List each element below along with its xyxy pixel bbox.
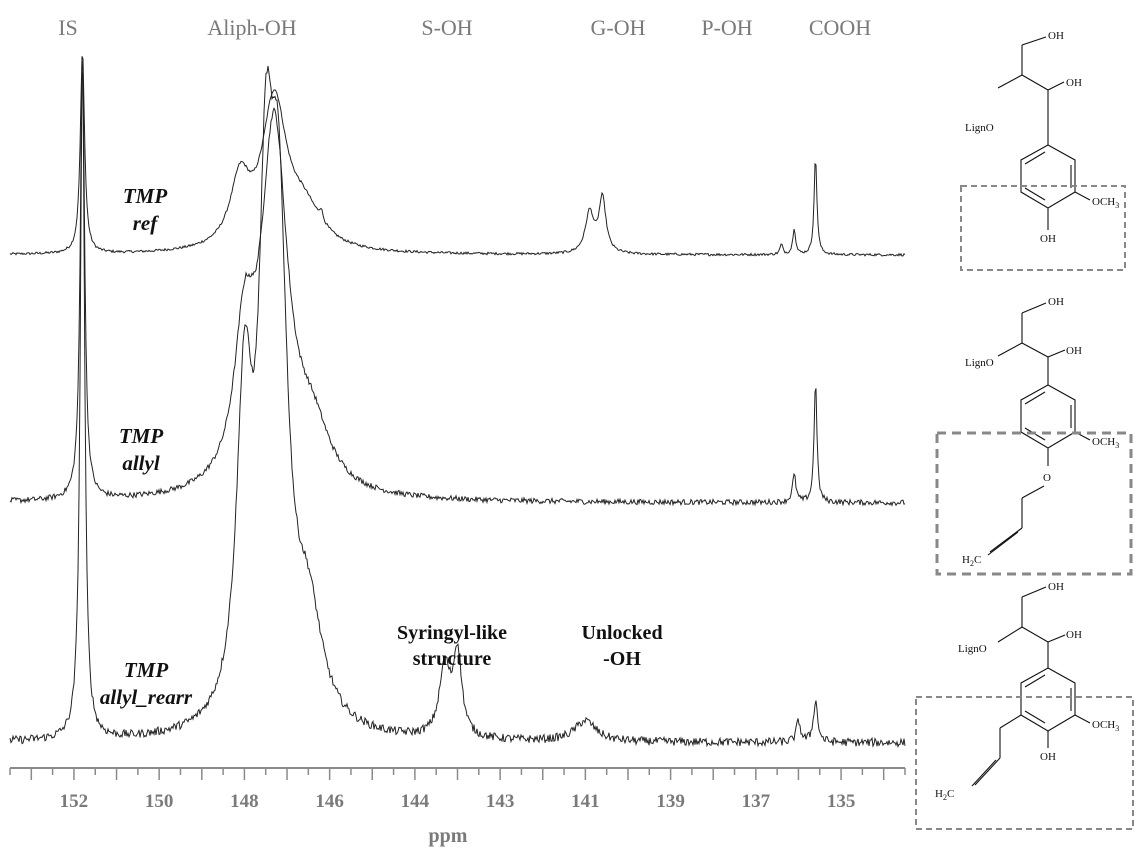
allyl-oh-mid: OH	[1066, 345, 1082, 357]
rearr-ligno: LignO	[958, 643, 987, 655]
spectrum-line-0	[9, 56, 906, 257]
region-label-is: IS	[58, 15, 78, 40]
ref-oh-ring: OH	[1040, 233, 1056, 245]
structure-ref: OH OH LignO OCH3 OH	[960, 30, 1126, 271]
allyl-o-ring: O	[1043, 472, 1051, 484]
x-axis-title: ppm	[429, 825, 468, 847]
rearr-och3-sub: 3	[1115, 724, 1119, 733]
allyl-h2c: H	[962, 554, 970, 566]
allyl-ligno: LignO	[965, 357, 994, 369]
x-axis-tick-label: 150	[145, 791, 174, 812]
x-axis-tick-label: 148	[230, 791, 259, 812]
x-axis-tick-label: 143	[486, 791, 515, 812]
region-label-aliph-oh: Aliph-OH	[207, 15, 296, 40]
x-axis-tick-label: 141	[571, 791, 600, 812]
ref-ligno: LignO	[965, 122, 994, 134]
x-axis-ticks: 152 150 148 146 144 143 141 139 137 135	[9, 768, 906, 812]
ref-oh-mid: OH	[1066, 77, 1082, 89]
sample-label-allyl-line1: TMP	[119, 424, 164, 448]
rearr-och3: OCH	[1092, 719, 1115, 731]
allyl-och3: OCH	[1092, 436, 1115, 448]
x-axis-tick-label: 144	[401, 791, 430, 812]
ref-highlight-box	[960, 185, 1126, 271]
svg-text:OCH3: OCH3	[1092, 436, 1119, 450]
annotation-unlocked-line2: -OH	[603, 648, 641, 670]
rearr-oh-mid: OH	[1066, 629, 1082, 641]
rearr-h2c-c: C	[947, 788, 954, 800]
rearr-h2c: H	[935, 788, 943, 800]
ref-och3-sub: 3	[1115, 201, 1119, 210]
allyl-oh-top: OH	[1048, 296, 1064, 308]
ref-och3: OCH	[1092, 196, 1115, 208]
svg-text:H2C: H2C	[935, 788, 954, 802]
x-axis-tick-label: 139	[656, 791, 685, 812]
allyl-h2c-c: C	[974, 554, 981, 566]
sample-label-ref-line1: TMP	[123, 184, 168, 208]
x-axis-tick-label: 137	[742, 791, 771, 812]
structure-rearr: OH OH LignO OCH3 OH H2C	[915, 581, 1134, 830]
structure-allyl: OH OH LignO OCH3 O H2C	[935, 296, 1133, 576]
sample-label-ref-line2: ref	[133, 211, 159, 235]
x-axis-tick-label: 135	[827, 791, 856, 812]
annotation-syringyl-line2: structure	[413, 648, 492, 670]
sample-label-rearr-line2: allyl_rearr	[100, 685, 193, 709]
region-label-s-oh: S-OH	[421, 15, 472, 40]
spectrum-line-1	[9, 61, 906, 507]
region-label-cooh: COOH	[809, 15, 871, 40]
x-axis-tick-label: 146	[315, 791, 344, 812]
rearr-highlight-box	[915, 696, 1134, 830]
ref-oh-top: OH	[1048, 30, 1064, 42]
allyl-och3-sub: 3	[1115, 441, 1119, 450]
rearr-oh-ring: OH	[1040, 751, 1056, 763]
sample-label-rearr-line1: TMP	[124, 658, 169, 682]
svg-text:OCH3: OCH3	[1092, 196, 1119, 210]
allyl-highlight-box	[935, 431, 1133, 576]
region-label-g-oh: G-OH	[591, 15, 646, 40]
svg-text:H2C: H2C	[962, 554, 981, 568]
spectrum-line-2	[9, 65, 906, 749]
svg-text:OCH3: OCH3	[1092, 719, 1119, 733]
sample-label-allyl-line2: allyl	[122, 451, 159, 475]
rearr-h2c-sub: 2	[943, 793, 947, 802]
annotation-syringyl-line1: Syringyl-like	[397, 622, 507, 644]
x-axis-tick-label: 152	[60, 791, 89, 812]
region-label-p-oh: P-OH	[701, 15, 752, 40]
annotation-unlocked-line1: Unlocked	[581, 622, 662, 644]
rearr-oh-top: OH	[1048, 581, 1064, 593]
allyl-h2c-sub: 2	[970, 559, 974, 568]
spectra-group	[9, 56, 906, 749]
